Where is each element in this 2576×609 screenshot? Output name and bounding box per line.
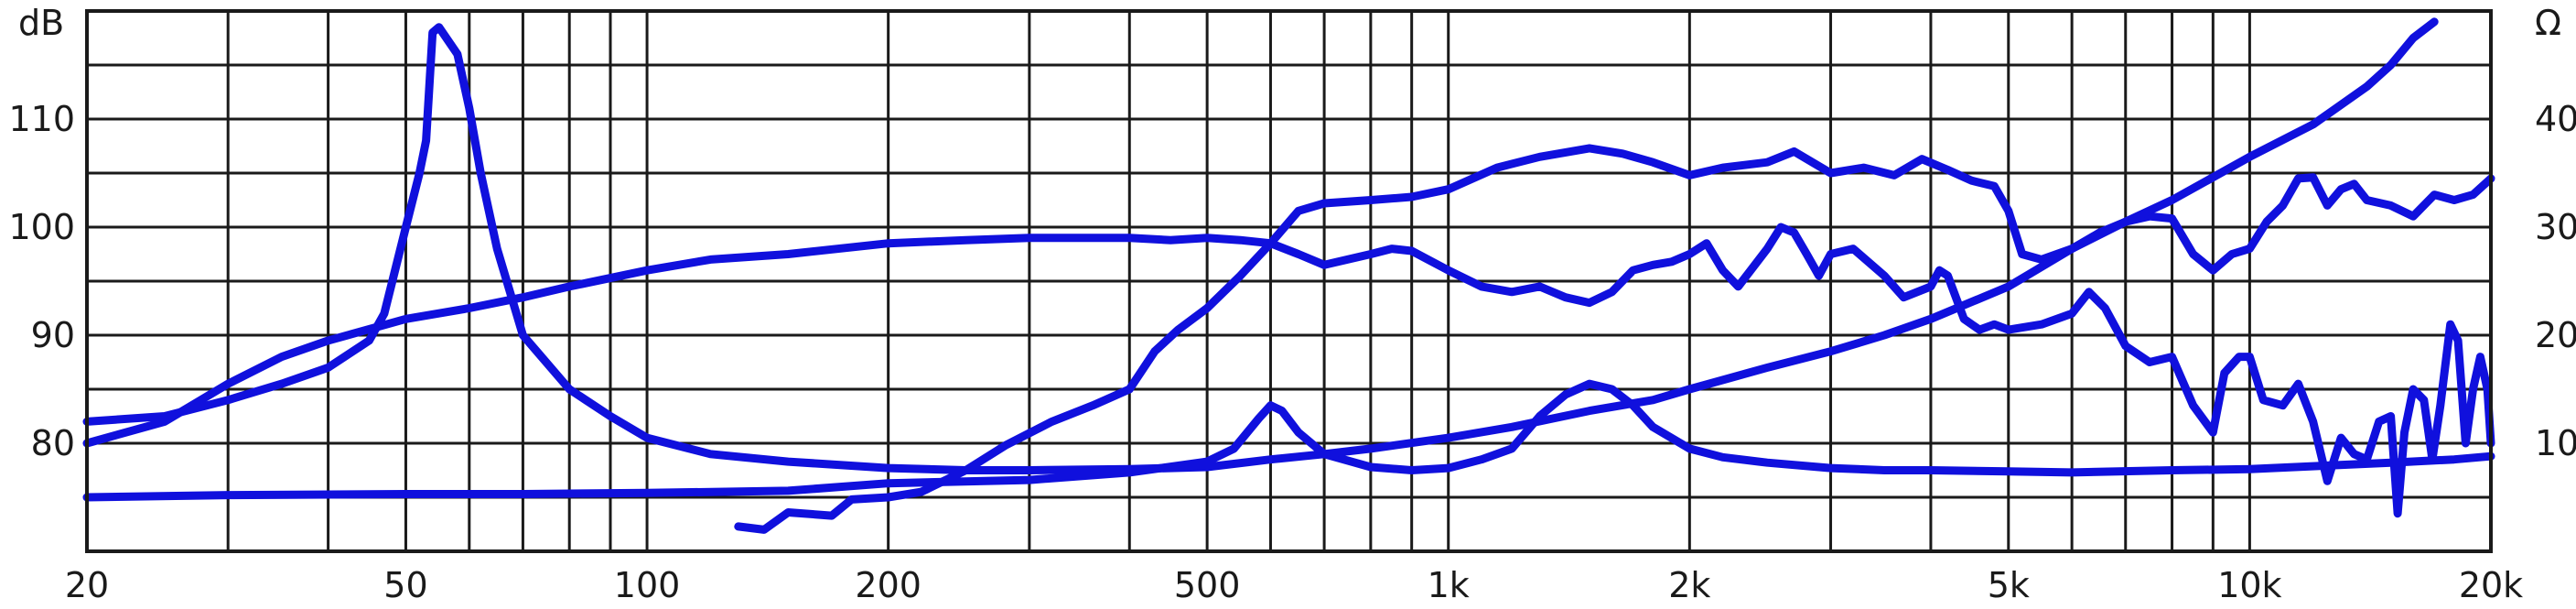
x-tick-label: 1k <box>1428 565 1470 605</box>
y-left-tick-label: 110 <box>8 99 75 139</box>
series-line-1 <box>734 144 2495 534</box>
y-left-tick-label: 90 <box>31 315 75 355</box>
x-tick-label: 5k <box>1988 565 2030 605</box>
axis-labels: dB Ω 20 50 100 200 500 1k 2k 5k 10k 20k 80 90 100 110… <box>8 3 2576 605</box>
series-line-3 <box>82 379 2495 502</box>
x-tick-label: 50 <box>383 565 427 605</box>
y-left-tick-label: 100 <box>8 207 75 247</box>
x-tick-label: 100 <box>614 565 681 605</box>
chart-series <box>82 17 2495 534</box>
x-tick-label: 2k <box>1668 565 1710 605</box>
y-right-tick-label: 10 <box>2535 423 2576 463</box>
x-tick-label: 10k <box>2217 565 2281 605</box>
y-right-tick-label: 20 <box>2535 315 2576 355</box>
x-tick-label: 20k <box>2459 565 2523 605</box>
y-right-axis-label: Ω <box>2535 3 2561 43</box>
y-left-axis-label: dB <box>18 3 64 43</box>
series-line-2 <box>82 223 2495 518</box>
x-tick-label: 20 <box>65 565 109 605</box>
x-tick-label: 200 <box>855 565 922 605</box>
series-line-4 <box>82 17 2439 474</box>
y-right-tick-label: 40 <box>2535 99 2576 139</box>
y-left-tick-label: 80 <box>31 423 75 463</box>
y-right-tick-label: 30 <box>2535 207 2576 247</box>
plot-frame <box>85 9 2493 553</box>
x-tick-label: 500 <box>1174 565 1241 605</box>
